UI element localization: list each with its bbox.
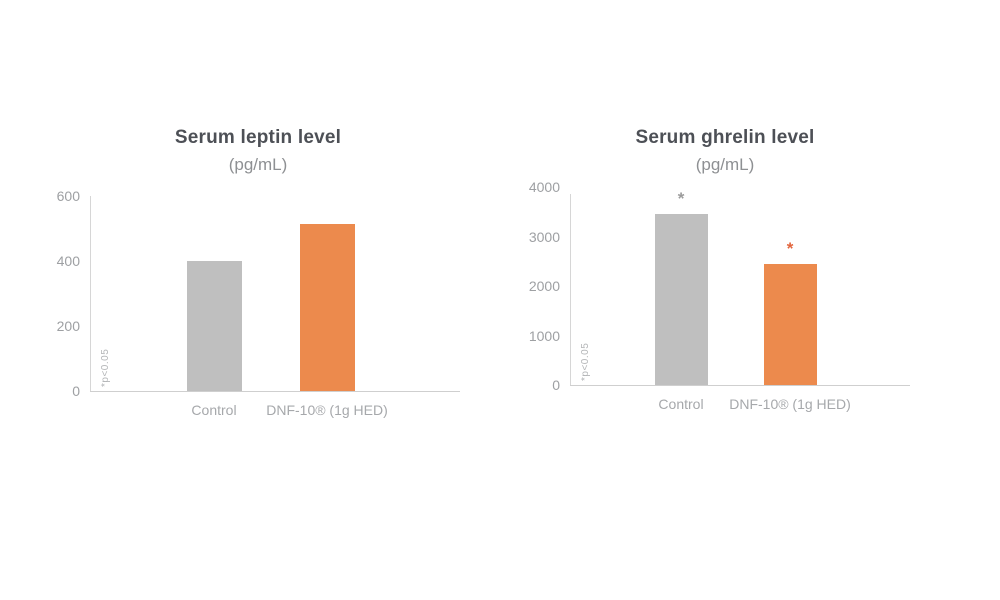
category-label: DNF-10® (1g HED): [729, 396, 851, 412]
y-tick-label: 400: [56, 253, 80, 269]
category-label: Control: [191, 402, 237, 418]
data-bar: [299, 223, 355, 391]
data-bar: [763, 263, 817, 385]
p-value-note: *p<0.05: [580, 342, 591, 381]
category-label: DNF-10® (1g HED): [266, 402, 388, 418]
chart-title: Serum ghrelin level: [635, 127, 815, 148]
chart-subtitle: (pg/mL): [695, 155, 755, 174]
significance-asterisk: *: [677, 189, 685, 209]
y-tick-label: 1000: [528, 327, 560, 344]
x-axis-line: [570, 385, 910, 386]
chart-title: Serum leptin level: [174, 127, 342, 148]
data-bar: [186, 261, 242, 391]
y-tick-label: 4000: [528, 179, 560, 195]
x-axis-line: [90, 391, 460, 392]
y-tick-label: 2000: [528, 278, 560, 294]
significance-asterisk: *: [786, 238, 794, 258]
y-tick-label: 0: [72, 383, 80, 399]
serum-leptin-chart: Serum leptin level (pg/mL) 0 200 400 600 Con…: [38, 115, 478, 425]
y-tick-label: 600: [56, 188, 80, 204]
p-value-note: *p<0.05: [100, 348, 111, 387]
y-tick-label: 0: [552, 377, 560, 393]
category-label: Control: [658, 396, 704, 412]
y-tick-label: 3000: [528, 228, 560, 245]
y-axis-line: [570, 194, 571, 385]
y-axis-line: [90, 196, 91, 391]
y-tick-label: 200: [56, 318, 80, 334]
serum-ghrelin-chart: Serum ghrelin level (pg/mL) 0 1000 2000 300…: [505, 115, 945, 425]
data-bar: [654, 214, 708, 385]
chart-subtitle: (pg/mL): [228, 155, 288, 174]
